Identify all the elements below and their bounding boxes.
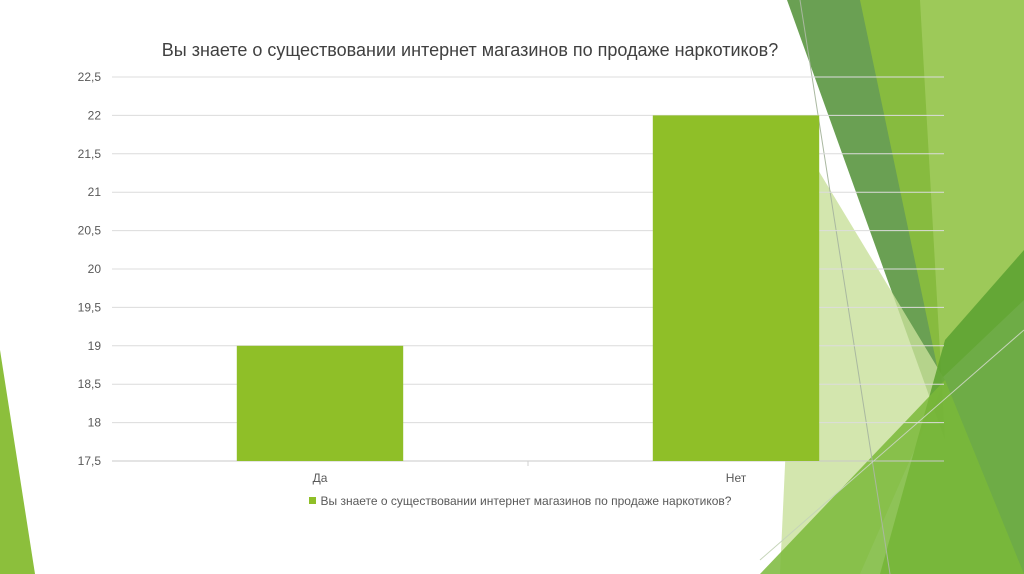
- y-tick-label: 20: [88, 262, 102, 276]
- y-tick-label: 19: [88, 339, 102, 353]
- left-decor: [0, 350, 35, 574]
- x-tick-label: Да: [313, 471, 328, 485]
- legend-label: Вы знаете о существовании интернет магаз…: [320, 494, 732, 508]
- y-tick-label: 18: [88, 416, 102, 430]
- bars: [236, 115, 820, 462]
- decor-line-1: [799, 0, 891, 574]
- right-decor-mid: [860, 0, 1024, 380]
- chart-legend: Вы знаете о существовании интернет магаз…: [240, 494, 800, 508]
- bar-1: [236, 345, 404, 461]
- y-tick-label: 17,5: [78, 454, 102, 468]
- bar-2: [652, 115, 820, 462]
- y-axis-ticks: 17,5 18 18,5 19 19,5 20 20,5 21 21,5 22 22,5: [78, 70, 102, 468]
- decor-line-2: [759, 329, 1024, 561]
- x-axis-ticks: Да Нет: [313, 461, 747, 485]
- y-tick-label: 22,5: [78, 70, 102, 84]
- y-tick-label: 19,5: [78, 300, 102, 314]
- chart-title: Вы знаете о существовании интернет магаз…: [161, 40, 779, 60]
- y-tick-label: 22: [88, 108, 102, 122]
- right-decor-bottom: [760, 380, 1024, 574]
- y-tick-label: 21,5: [78, 147, 102, 161]
- y-tick-label: 18,5: [78, 377, 102, 391]
- x-tick-label: Нет: [726, 471, 747, 485]
- y-tick-label: 21: [88, 185, 102, 199]
- y-tick-label: 20,5: [78, 224, 102, 238]
- legend-swatch: [308, 497, 316, 504]
